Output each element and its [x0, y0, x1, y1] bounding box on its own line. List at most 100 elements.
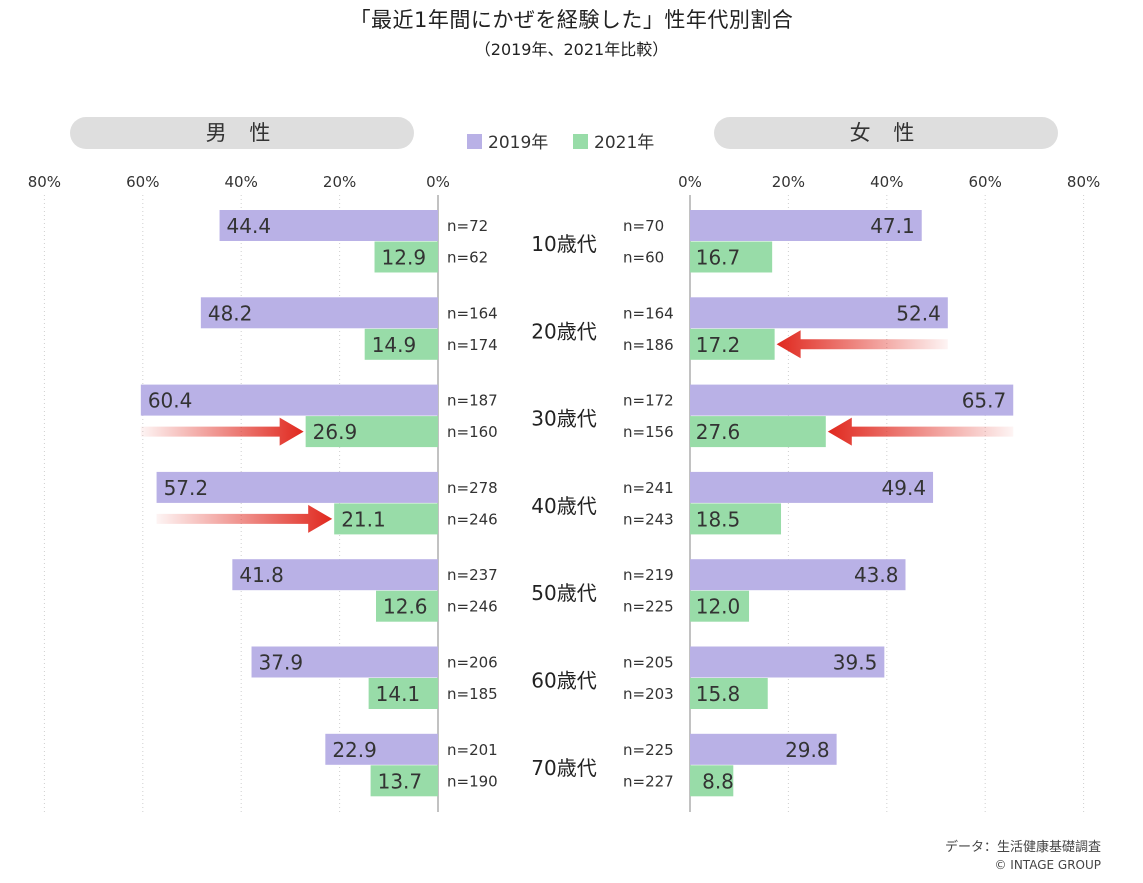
category-label-40歳代: 40歳代: [531, 494, 596, 518]
axis-tick-right-20: 20%: [772, 173, 805, 191]
axis-tick-left-80: 80%: [28, 173, 61, 191]
value-label-right-2021-70歳代: 8.8: [702, 769, 734, 793]
value-label-left-2019-70歳代: 22.9: [332, 738, 377, 762]
value-label-right-2021-20歳代: 17.2: [696, 333, 741, 357]
bar-right-2021-40歳代: [690, 503, 782, 535]
category-label-50歳代: 50歳代: [531, 581, 596, 605]
sample-size-left-2021-70歳代: n=190: [447, 772, 498, 790]
chart-title: 「最近1年間にかぜを経験した」性年代別割合: [349, 8, 794, 32]
value-label-right-2021-10歳代: 16.7: [696, 246, 741, 270]
bar-right-2021-60歳代: [690, 678, 768, 709]
bar-left-2019-50歳代: [232, 559, 438, 591]
chart-subtitle: （2019年、2021年比較）: [474, 40, 669, 59]
axis-tick-right-0: 0%: [678, 173, 702, 191]
sample-size-left-2021-50歳代: n=246: [447, 598, 498, 616]
sample-size-left-2019-10歳代: n=72: [447, 217, 488, 235]
sample-size-right-2021-60歳代: n=203: [623, 685, 674, 703]
highlight-arrow-left-30歳代: [140, 417, 304, 446]
bar-left-2019-20歳代: [200, 297, 438, 329]
value-label-left-2021-30歳代: 26.9: [313, 420, 358, 444]
copyright-note: © INTAGE GROUP: [994, 858, 1101, 872]
bar-left-2019-60歳代: [251, 646, 438, 678]
bar-right-2019-20歳代: [690, 297, 948, 329]
bar-left-2021-20歳代: [364, 328, 438, 360]
value-label-left-2019-60歳代: 37.9: [259, 651, 304, 675]
axis-tick-right-80: 80%: [1067, 173, 1100, 191]
sample-size-right-2019-10歳代: n=70: [623, 217, 664, 235]
sample-size-left-2021-30歳代: n=160: [447, 423, 498, 441]
highlight-arrow-right-30歳代: [827, 417, 1014, 446]
bar-left-2021-70歳代: [370, 765, 438, 797]
bar-right-2019-70歳代: [690, 733, 837, 765]
legend-label-2019: 2019年: [488, 133, 549, 153]
bar-right-2021-20歳代: [690, 328, 775, 360]
bar-right-2019-60歳代: [690, 646, 885, 678]
highlight-arrow-right-20歳代: [776, 330, 948, 359]
sample-size-left-2019-20歳代: n=164: [447, 304, 498, 322]
sample-size-left-2021-60歳代: n=185: [447, 685, 498, 703]
bar-left-2021-30歳代: [305, 416, 438, 448]
sample-size-left-2021-10歳代: n=62: [447, 249, 488, 267]
bar-left-2021-40歳代: [334, 503, 438, 535]
bar-right-2021-30歳代: [690, 416, 826, 448]
bar-left-2021-60歳代: [368, 678, 438, 709]
category-label-30歳代: 30歳代: [531, 407, 596, 431]
sample-size-right-2021-40歳代: n=243: [623, 510, 674, 528]
value-label-right-2019-60歳代: 39.5: [833, 651, 878, 675]
axis-tick-right-40: 40%: [870, 173, 903, 191]
category-label-70歳代: 70歳代: [531, 756, 596, 780]
category-label-10歳代: 10歳代: [531, 232, 596, 256]
value-label-right-2019-40歳代: 49.4: [882, 476, 927, 500]
bar-left-2021-10歳代: [374, 241, 438, 273]
sample-size-right-2021-20歳代: n=186: [623, 336, 674, 354]
value-label-left-2021-50歳代: 12.6: [383, 595, 428, 619]
sample-size-right-2021-50歳代: n=225: [623, 598, 674, 616]
legend-item-2019: 2019年: [467, 128, 548, 153]
value-label-left-2019-50歳代: 41.8: [239, 563, 284, 587]
bar-right-2021-50歳代: [690, 590, 750, 622]
value-label-right-2019-20歳代: 52.4: [896, 301, 941, 325]
highlight-arrow-left-40歳代: [156, 504, 333, 533]
bar-left-2019-30歳代: [140, 384, 438, 416]
value-label-right-2019-30歳代: 65.7: [962, 389, 1007, 413]
value-label-right-2019-50歳代: 43.8: [854, 563, 899, 587]
sample-size-right-2019-40歳代: n=241: [623, 479, 674, 497]
value-label-left-2019-10歳代: 44.4: [227, 214, 272, 238]
legend-swatch-2021: [573, 134, 588, 149]
legend-label-2021: 2021年: [594, 133, 655, 153]
bar-right-2021-10歳代: [690, 241, 773, 273]
value-label-right-2019-10歳代: 47.1: [870, 214, 915, 238]
sample-size-right-2021-30歳代: n=156: [623, 423, 674, 441]
value-label-left-2021-60歳代: 14.1: [376, 682, 421, 706]
value-label-right-2019-70歳代: 29.8: [785, 738, 830, 762]
sample-size-right-2021-70歳代: n=227: [623, 772, 674, 790]
value-label-left-2021-70歳代: 13.7: [378, 769, 423, 793]
value-label-right-2021-50歳代: 12.0: [696, 595, 741, 619]
value-label-right-2021-30歳代: 27.6: [696, 420, 741, 444]
axis-tick-left-40: 40%: [225, 173, 258, 191]
female-panel-label: 女 性: [714, 117, 1058, 149]
sample-size-left-2019-50歳代: n=237: [447, 566, 498, 584]
bar-right-2021-70歳代: [690, 765, 734, 797]
sample-size-left-2021-20歳代: n=174: [447, 336, 498, 354]
value-label-left-2019-30歳代: 60.4: [148, 389, 193, 413]
sample-size-left-2019-70歳代: n=201: [447, 741, 498, 759]
axis-tick-left-20: 20%: [323, 173, 356, 191]
bar-right-2019-30歳代: [690, 384, 1014, 416]
data-source-note: データ：生活健康基礎調査: [944, 840, 1101, 855]
category-label-20歳代: 20歳代: [531, 319, 596, 343]
legend-swatch-2019: [467, 134, 482, 149]
sample-size-left-2019-40歳代: n=278: [447, 479, 498, 497]
bar-left-2021-50歳代: [376, 590, 438, 622]
sample-size-right-2021-10歳代: n=60: [623, 249, 664, 267]
bar-left-2019-10歳代: [219, 210, 438, 241]
sample-size-right-2019-20歳代: n=164: [623, 304, 674, 322]
bar-right-2019-10歳代: [690, 210, 922, 241]
value-label-left-2019-40歳代: 57.2: [164, 476, 209, 500]
category-label-60歳代: 60歳代: [531, 669, 596, 693]
value-label-right-2021-40歳代: 18.5: [696, 507, 741, 531]
axis-tick-right-60: 60%: [969, 173, 1002, 191]
value-label-right-2021-60歳代: 15.8: [696, 682, 741, 706]
sample-size-left-2019-30歳代: n=187: [447, 392, 498, 410]
